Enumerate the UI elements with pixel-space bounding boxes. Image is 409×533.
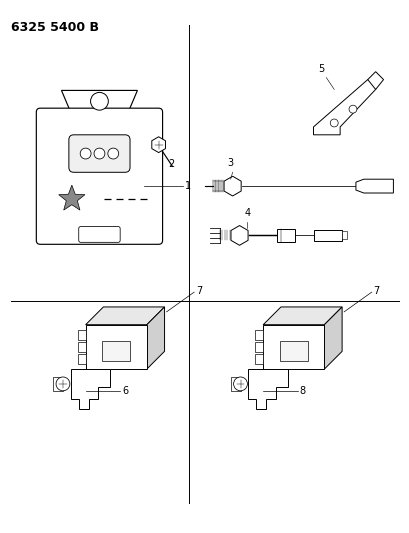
Circle shape — [108, 148, 118, 159]
Text: 3: 3 — [227, 158, 233, 168]
Bar — [314, 230, 341, 241]
Circle shape — [94, 148, 105, 159]
Bar — [279, 341, 307, 361]
Polygon shape — [255, 342, 263, 352]
Circle shape — [330, 119, 337, 127]
Text: 2: 2 — [168, 159, 174, 169]
Bar — [102, 341, 130, 361]
FancyBboxPatch shape — [69, 135, 130, 172]
Text: 7: 7 — [373, 286, 379, 296]
FancyBboxPatch shape — [36, 108, 162, 244]
Polygon shape — [151, 137, 165, 152]
Text: 4: 4 — [244, 208, 250, 217]
Polygon shape — [248, 369, 287, 409]
Polygon shape — [146, 307, 164, 369]
Text: 6325 5400 B: 6325 5400 B — [11, 21, 99, 34]
Circle shape — [56, 377, 70, 391]
Polygon shape — [71, 369, 110, 409]
Polygon shape — [230, 225, 247, 245]
Polygon shape — [230, 377, 240, 391]
Polygon shape — [61, 91, 137, 116]
Circle shape — [233, 377, 247, 391]
Text: 8: 8 — [299, 386, 305, 396]
Polygon shape — [313, 79, 375, 135]
Polygon shape — [85, 307, 164, 325]
Circle shape — [348, 105, 356, 113]
FancyBboxPatch shape — [79, 227, 120, 243]
Circle shape — [80, 148, 91, 159]
Bar — [341, 231, 346, 239]
Polygon shape — [78, 342, 85, 352]
Text: 1: 1 — [185, 181, 191, 191]
Bar — [263, 325, 324, 369]
Polygon shape — [355, 179, 393, 193]
Polygon shape — [263, 307, 341, 325]
Polygon shape — [58, 185, 85, 210]
Bar — [85, 325, 146, 369]
Text: 5: 5 — [318, 63, 324, 74]
Polygon shape — [78, 330, 85, 340]
Bar — [276, 229, 294, 243]
Polygon shape — [367, 71, 382, 90]
Polygon shape — [255, 330, 263, 340]
Polygon shape — [224, 176, 240, 196]
Text: 7: 7 — [196, 286, 202, 296]
Polygon shape — [324, 307, 341, 369]
Polygon shape — [255, 354, 263, 364]
Polygon shape — [78, 354, 85, 364]
Polygon shape — [53, 377, 63, 391]
Circle shape — [90, 92, 108, 110]
Text: 6: 6 — [122, 386, 128, 396]
